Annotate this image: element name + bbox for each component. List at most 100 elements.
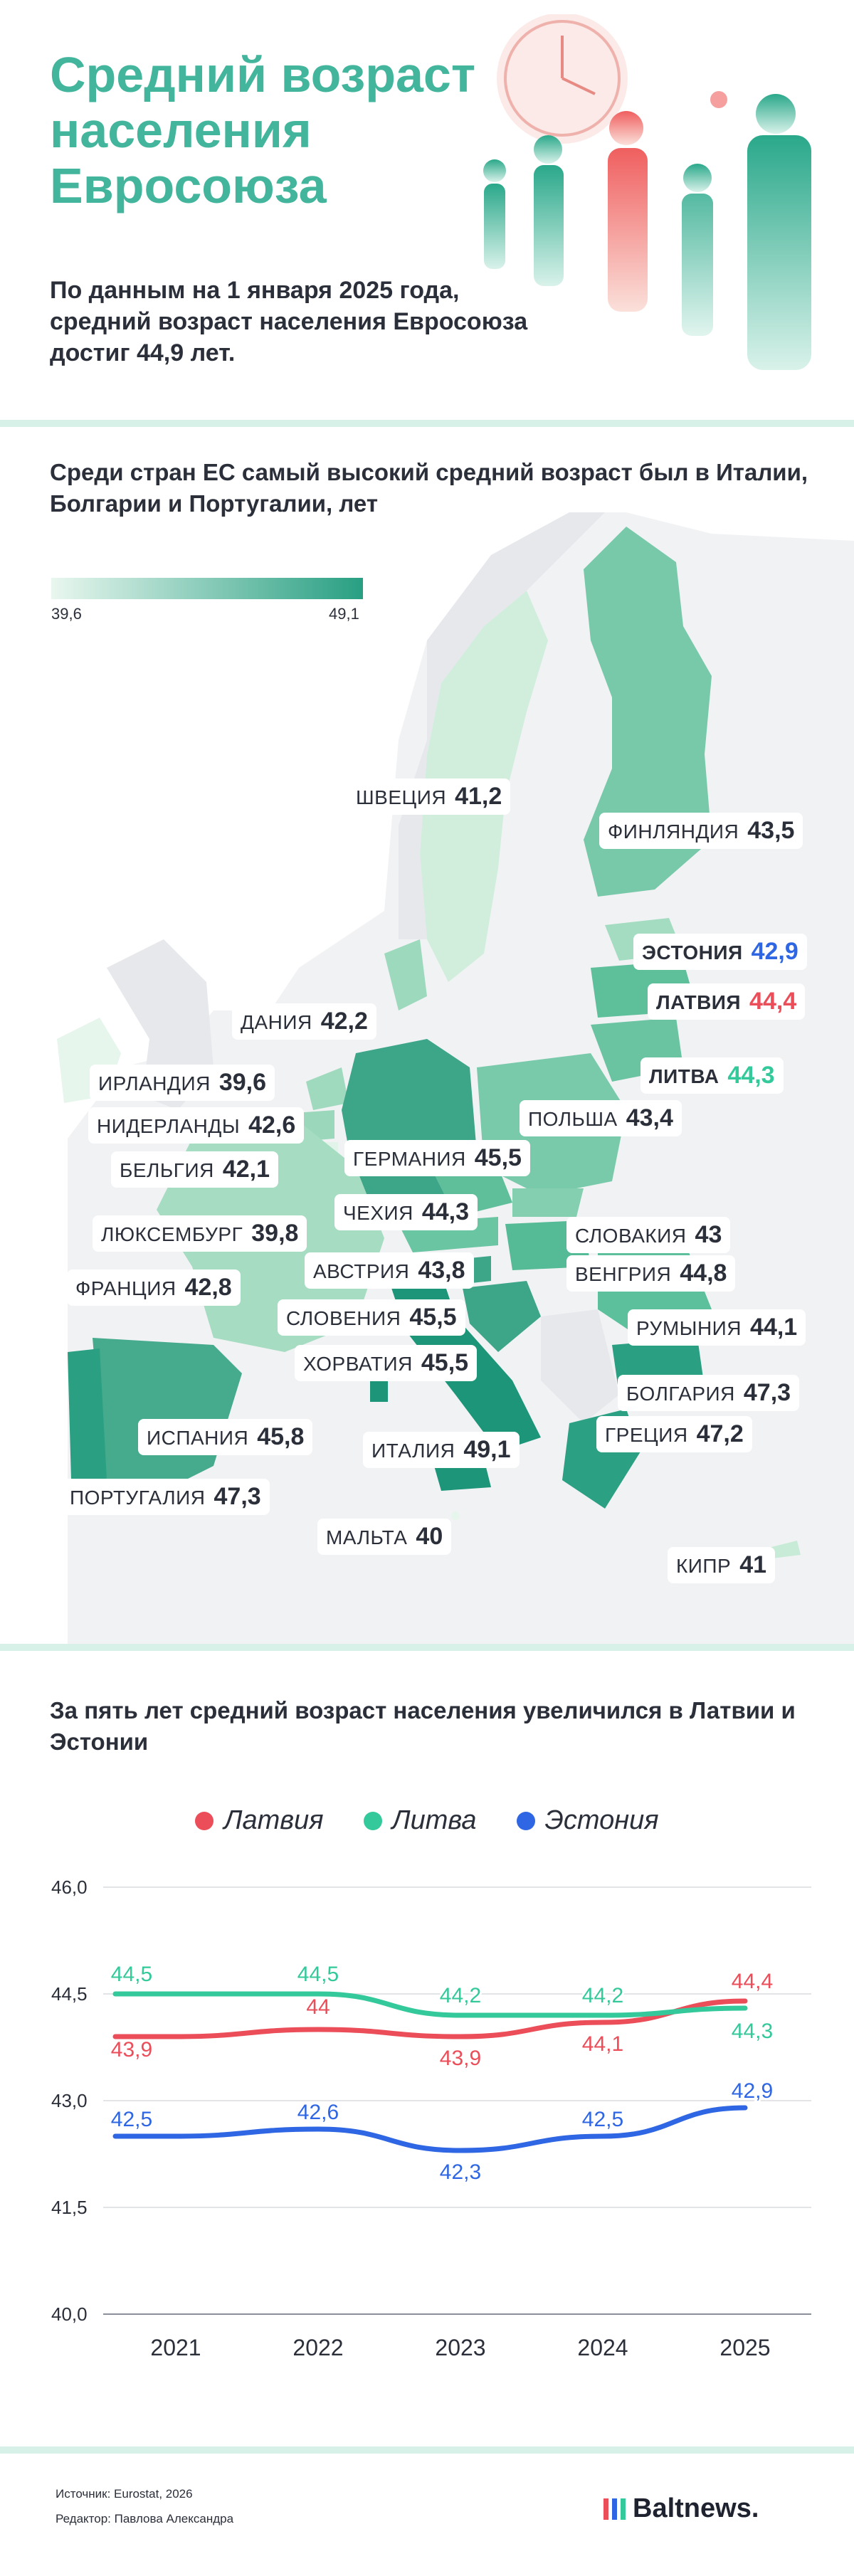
country-label-greece: ГРЕЦИЯ 47,2 bbox=[596, 1416, 752, 1452]
country-name: ПОРТУГАЛИЯ bbox=[70, 1487, 206, 1509]
region-cyprus bbox=[769, 1541, 801, 1558]
source-note: Источник: Eurostat, 2026 bbox=[56, 2487, 193, 2501]
country-label-sweden: ШВЕЦИЯ 41,2 bbox=[347, 778, 511, 815]
region-spain bbox=[93, 1338, 242, 1494]
divider bbox=[0, 420, 854, 427]
country-name: ЛЮКСЕМБУРГ bbox=[101, 1223, 243, 1245]
line-chart: 40,0 41,5 43,0 44,5 46,0 2021 2022 2023 2024 2025… bbox=[51, 1876, 811, 2360]
divider bbox=[0, 2446, 854, 2454]
data-label: 42,5 bbox=[111, 2108, 152, 2131]
legend-max-label: 49,1 bbox=[329, 605, 359, 623]
country-name: ЛАТВИЯ bbox=[656, 991, 742, 1013]
country-value: 44,8 bbox=[680, 1260, 727, 1287]
country-name: ПОЛЬША bbox=[528, 1108, 618, 1130]
region-slovakia bbox=[512, 1188, 584, 1217]
line-chart-title: За пять лет средний возраст населения ув… bbox=[50, 1697, 796, 1755]
data-label: 44,2 bbox=[582, 1984, 623, 2007]
country-name: ФРАНЦИЯ bbox=[75, 1277, 176, 1299]
y-tick-label: 44,5 bbox=[51, 1983, 88, 2005]
region-norway bbox=[399, 512, 605, 939]
country-value: 45,5 bbox=[474, 1144, 522, 1171]
country-name: СЛОВЕНИЯ bbox=[286, 1307, 401, 1329]
y-tick-label: 43,0 bbox=[51, 2090, 88, 2111]
country-value: 39,8 bbox=[251, 1220, 299, 1247]
series-line bbox=[112, 1998, 748, 2039]
country-name: ГЕРМАНИЯ bbox=[353, 1148, 466, 1170]
region-portugal bbox=[68, 1348, 107, 1480]
logo-bars-icon bbox=[603, 2498, 626, 2520]
legend-dot-icon bbox=[195, 1811, 214, 1830]
legend-item-estonia: Эстония bbox=[516, 1805, 659, 1836]
country-name: ВЕНГРИЯ bbox=[575, 1263, 672, 1285]
lead-text: По данным на 1 января 2025 года, средний… bbox=[50, 277, 528, 366]
data-label: 42,9 bbox=[732, 2079, 773, 2103]
country-value: 47,3 bbox=[743, 1379, 791, 1406]
country-label-latvia: ЛАТВИЯ 44,4 bbox=[648, 983, 806, 1020]
country-value: 43,5 bbox=[747, 817, 795, 844]
country-name: НИДЕРЛАНДЫ bbox=[97, 1115, 241, 1137]
country-label-slovenia: СЛОВЕНИЯ 45,5 bbox=[278, 1299, 465, 1336]
country-name: МАЛЬТА bbox=[326, 1526, 408, 1548]
country-value: 43 bbox=[695, 1221, 722, 1248]
country-name: КИПР bbox=[676, 1555, 732, 1577]
country-label-austria: АВСТРИЯ 43,8 bbox=[305, 1252, 474, 1289]
y-tick-label: 41,5 bbox=[51, 2197, 88, 2218]
data-label: 42,6 bbox=[297, 2101, 339, 2124]
country-name: ГРЕЦИЯ bbox=[605, 1424, 688, 1446]
country-value: 42,1 bbox=[222, 1156, 270, 1183]
country-value: 44,1 bbox=[750, 1314, 798, 1341]
country-label-luxembourg: ЛЮКСЕМБУРГ 39,8 bbox=[93, 1215, 307, 1252]
header: Средний возраст населения Евросоюза По д… bbox=[0, 0, 854, 420]
region-malta bbox=[451, 1511, 460, 1520]
series-line bbox=[112, 1991, 748, 2018]
people-silhouettes-icon bbox=[483, 91, 811, 370]
data-label: 43,9 bbox=[111, 2038, 152, 2062]
legend-min-label: 39,6 bbox=[51, 605, 82, 623]
country-value: 42,9 bbox=[751, 938, 798, 965]
country-label-estonia: ЭСТОНИЯ 42,9 bbox=[633, 934, 807, 970]
eu-map bbox=[57, 512, 854, 1651]
data-label: 44,4 bbox=[732, 1970, 773, 1993]
country-label-croatia: ХОРВАТИЯ 45,5 bbox=[295, 1345, 478, 1381]
map-section: Среди стран ЕС самый высокий средний воз… bbox=[0, 427, 854, 1651]
country-label-spain: ИСПАНИЯ 45,8 bbox=[138, 1419, 313, 1455]
x-tick-label: 2023 bbox=[435, 2335, 485, 2360]
country-name: ИСПАНИЯ bbox=[147, 1427, 249, 1449]
data-label: 44,1 bbox=[582, 2032, 623, 2056]
country-value: 42,8 bbox=[184, 1274, 232, 1301]
country-name: ЧЕХИЯ bbox=[343, 1202, 413, 1224]
country-label-finland: ФИНЛЯНДИЯ 43,5 bbox=[599, 813, 803, 849]
region-netherlands bbox=[306, 1067, 349, 1110]
country-value: 47,3 bbox=[214, 1483, 261, 1510]
data-label: 43,9 bbox=[440, 2047, 481, 2070]
country-name: ИТАЛИЯ bbox=[371, 1440, 455, 1462]
title-line: населения bbox=[50, 102, 312, 158]
country-label-portugal: ПОРТУГАЛИЯ 47,3 bbox=[61, 1479, 270, 1515]
country-name: ЭСТОНИЯ bbox=[642, 941, 743, 964]
x-tick-label: 2024 bbox=[577, 2335, 628, 2360]
country-label-lithuania: ЛИТВА 44,3 bbox=[640, 1057, 784, 1094]
country-label-poland: ПОЛЬША 43,4 bbox=[520, 1100, 682, 1136]
header-illustration bbox=[483, 14, 811, 370]
x-tick-label: 2025 bbox=[719, 2335, 770, 2360]
legend-item-lithuania: Литва bbox=[363, 1805, 477, 1836]
country-value: 40 bbox=[416, 1523, 443, 1550]
country-label-czechia: ЧЕХИЯ 44,3 bbox=[334, 1194, 478, 1230]
title-line: Средний возраст bbox=[50, 47, 476, 102]
country-value: 45,5 bbox=[421, 1349, 469, 1376]
color-scale-legend bbox=[51, 578, 363, 599]
data-label: 44,5 bbox=[297, 1963, 339, 1986]
country-label-slovakia: СЛОВАКИЯ 43 bbox=[566, 1217, 731, 1253]
region-finland bbox=[584, 527, 712, 897]
country-label-france: ФРАНЦИЯ 42,8 bbox=[67, 1269, 241, 1306]
data-label: 44,3 bbox=[732, 2020, 773, 2043]
country-label-netherlands: НИДЕРЛАНДЫ 42,6 bbox=[88, 1107, 305, 1144]
country-value: 42,2 bbox=[320, 1008, 368, 1035]
country-label-italy: ИТАЛИЯ 49,1 bbox=[363, 1432, 520, 1468]
legend-label: Латвия bbox=[223, 1805, 324, 1835]
country-label-ireland: ИРЛАНДИЯ 39,6 bbox=[90, 1065, 275, 1101]
country-value: 42,6 bbox=[248, 1112, 296, 1139]
country-name: АВСТРИЯ bbox=[313, 1260, 410, 1282]
country-label-cyprus: КИПР 41 bbox=[668, 1547, 776, 1583]
y-tick-label: 46,0 bbox=[51, 1876, 88, 1898]
